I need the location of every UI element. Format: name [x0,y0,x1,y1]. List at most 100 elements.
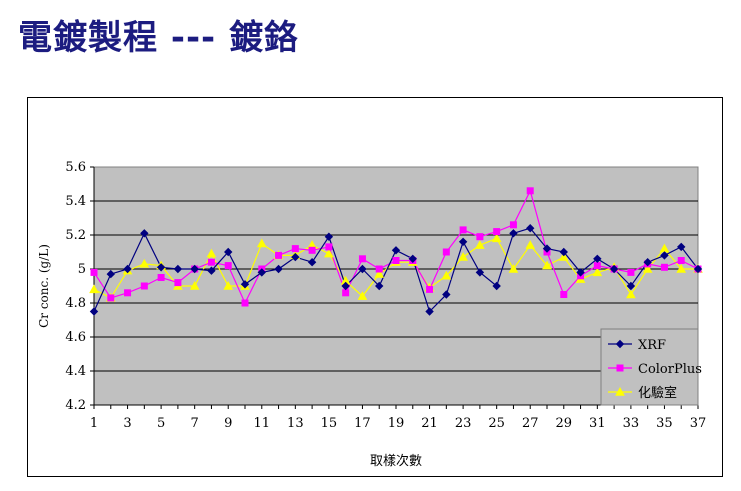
data-point [174,279,182,287]
x-tick-label: 5 [157,416,165,431]
data-point [542,260,552,270]
data-point [643,257,652,267]
x-tick-label: 29 [556,416,573,431]
data-point [89,284,99,294]
data-point [256,238,267,248]
data-point [240,280,250,289]
data-point [358,264,367,274]
data-point [140,282,148,290]
legend-label: ColorPlus [638,362,702,377]
data-point [526,187,534,195]
x-tick-label: 15 [321,416,338,431]
data-point [106,269,115,279]
data-point [441,270,452,280]
data-point [375,265,383,273]
y-tick-label: 5.4 [65,194,86,209]
data-point [493,228,501,236]
data-point [190,264,199,274]
x-tick-label: 27 [522,416,539,431]
x-tick-label: 25 [488,416,505,431]
y-tick-label: 5.2 [65,228,86,243]
legend-label: 化驗室 [638,385,677,401]
line-chart: 4.24.44.64.855.25.45.61 3 5 7 9 11 13 15 17 19 21 2… [37,160,707,469]
data-point [426,285,434,293]
data-point [560,291,568,298]
data-point [207,258,215,266]
x-tick-label: 17 [354,416,371,431]
y-axis-title: Cr conc. (g/L) [37,244,51,328]
data-point [558,252,569,261]
y-tick-label: 5 [78,262,86,277]
data-point [89,307,99,316]
data-point [576,268,585,277]
data-point [325,243,333,251]
x-tick-label: 35 [656,416,673,431]
y-tick-label: 4.2 [65,398,86,413]
data-point [476,233,484,241]
chart-frame: 4.2 4.4 4.6 4.8 5 5.2 5.4 5.6 1 3 5 7 9 11 13 15 17 19 21 2… [27,97,723,477]
data-point [458,252,468,261]
legend-marker [615,386,625,396]
slide-title: 電鍍製程 --- 鍍鉻 [18,18,300,58]
x-tick-label: 33 [623,416,640,431]
data-point [660,251,669,260]
x-tick-label: 37 [690,416,707,431]
data-point [626,289,636,299]
data-point [90,268,98,276]
data-point [241,299,249,307]
data-point [291,252,300,262]
x-tick-label: 21 [421,416,438,431]
data-point [375,281,384,291]
data-point [459,226,467,234]
data-point [491,233,502,243]
data-point [509,229,518,238]
grid-lines [94,200,698,372]
data-point [139,258,150,268]
data-point [124,289,132,297]
data-point [592,267,603,277]
data-point [642,263,653,273]
data-point [676,263,687,273]
data-point [257,268,266,277]
data-point [509,221,517,229]
data-point [392,257,400,264]
data-point [157,274,165,281]
data-point [189,280,200,290]
data-point [492,281,501,291]
data-point [475,268,485,277]
data-point [475,240,485,249]
data-point [627,268,635,276]
x-axis-title: 取樣次數 [370,453,422,469]
data-point [677,257,685,264]
data-point [374,269,385,278]
y-tick-label: 4.4 [65,364,86,379]
data-point [341,281,350,291]
data-point [324,232,334,241]
legend: XRF ColorPlus 化驗室 [600,328,702,406]
x-tick-label: 19 [388,416,405,431]
data-point [207,266,216,275]
data-point [525,240,536,249]
data-point [425,307,434,316]
x-tick-label: 31 [589,416,606,431]
x-tick-label: 1 [90,416,98,431]
data-point [559,247,568,257]
data-point [123,264,132,274]
legend-label: XRF [638,338,666,353]
data-point [308,246,316,254]
data-point [223,280,234,290]
data-point [526,223,535,233]
data-point [291,245,299,253]
x-tick-label: 13 [287,416,304,431]
data-point [358,255,366,263]
data-point [274,264,283,274]
legend-marker [616,364,624,372]
x-tick-label: 23 [455,416,472,431]
data-point [156,263,166,272]
data-point [609,264,619,274]
x-tick-label: 7 [191,416,199,431]
legend-marker [615,339,625,349]
data-point [458,237,468,247]
data-point [173,264,183,274]
data-point [508,263,519,273]
